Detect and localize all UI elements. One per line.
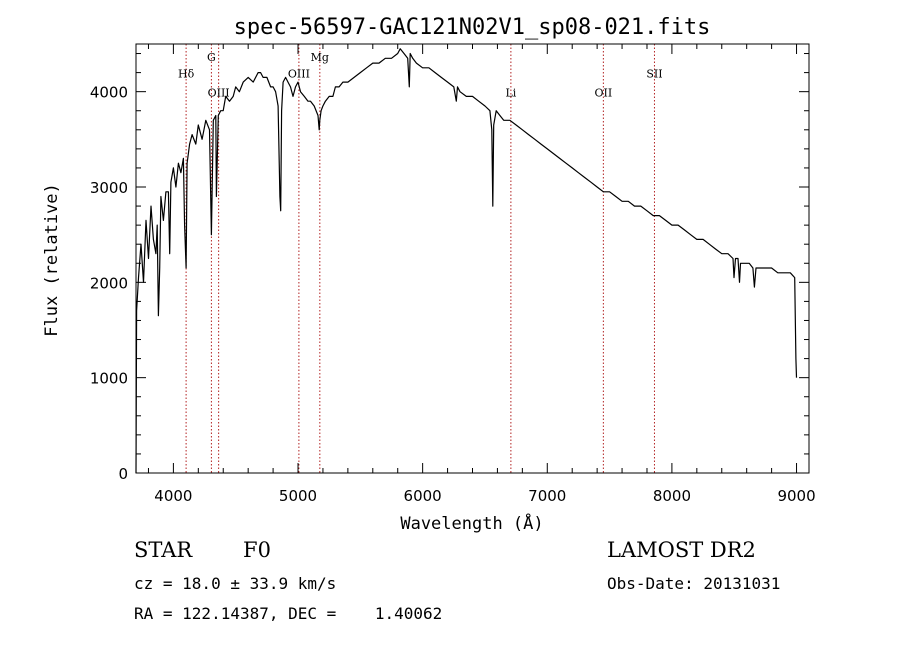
line-label-0: Hδ [178, 67, 195, 80]
y-tick-label-4000: 4000 [90, 84, 128, 102]
survey-name: LAMOST DR2 [607, 538, 756, 562]
line-label-7: SII [646, 67, 662, 80]
series-layer [135, 48, 798, 474]
line-label-4: Mg [311, 51, 329, 64]
chart-title: spec-56597-GAC121N02V1_sp08-021.fits [234, 15, 711, 40]
line-label-1: G [207, 51, 216, 64]
x-axis: 4000 5000 6000 7000 8000 9000 [147, 44, 816, 505]
y-tick-label-2000: 2000 [90, 274, 128, 292]
x-tick-label-4000: 4000 [154, 487, 192, 505]
spectrum-series [135, 48, 798, 474]
line-label-5: Li [505, 86, 516, 99]
x-tick-label-6000: 6000 [404, 487, 442, 505]
y-axis: 0 1000 2000 3000 4000 [90, 53, 809, 483]
object-type: STAR [134, 538, 193, 562]
x-tick-label-7000: 7000 [528, 487, 566, 505]
y-tick-label-3000: 3000 [90, 179, 128, 197]
y-axis-label: Flux (relative) [42, 183, 62, 337]
obs-date: Obs-Date: 20131031 [607, 574, 781, 593]
spectral-subclass: F0 [243, 538, 271, 562]
line-marker-layer [185, 44, 655, 473]
ra-dec: RA = 122.14387, DEC = 1.40062 [134, 604, 443, 623]
x-tick-label-8000: 8000 [653, 487, 691, 505]
x-axis-label: Wavelength (Å) [400, 512, 543, 534]
y-tick-label-0: 0 [118, 465, 128, 483]
line-label-3: OIII [288, 67, 310, 80]
line-label-6: OII [595, 86, 613, 99]
y-tick-label-1000: 1000 [90, 370, 128, 388]
redshift-cz: cz = 18.0 ± 33.9 km/s [134, 574, 337, 593]
line-label-2: OIII [208, 86, 230, 99]
plot-frame [135, 43, 810, 474]
x-tick-label-5000: 5000 [279, 487, 317, 505]
x-tick-label-9000: 9000 [777, 487, 815, 505]
